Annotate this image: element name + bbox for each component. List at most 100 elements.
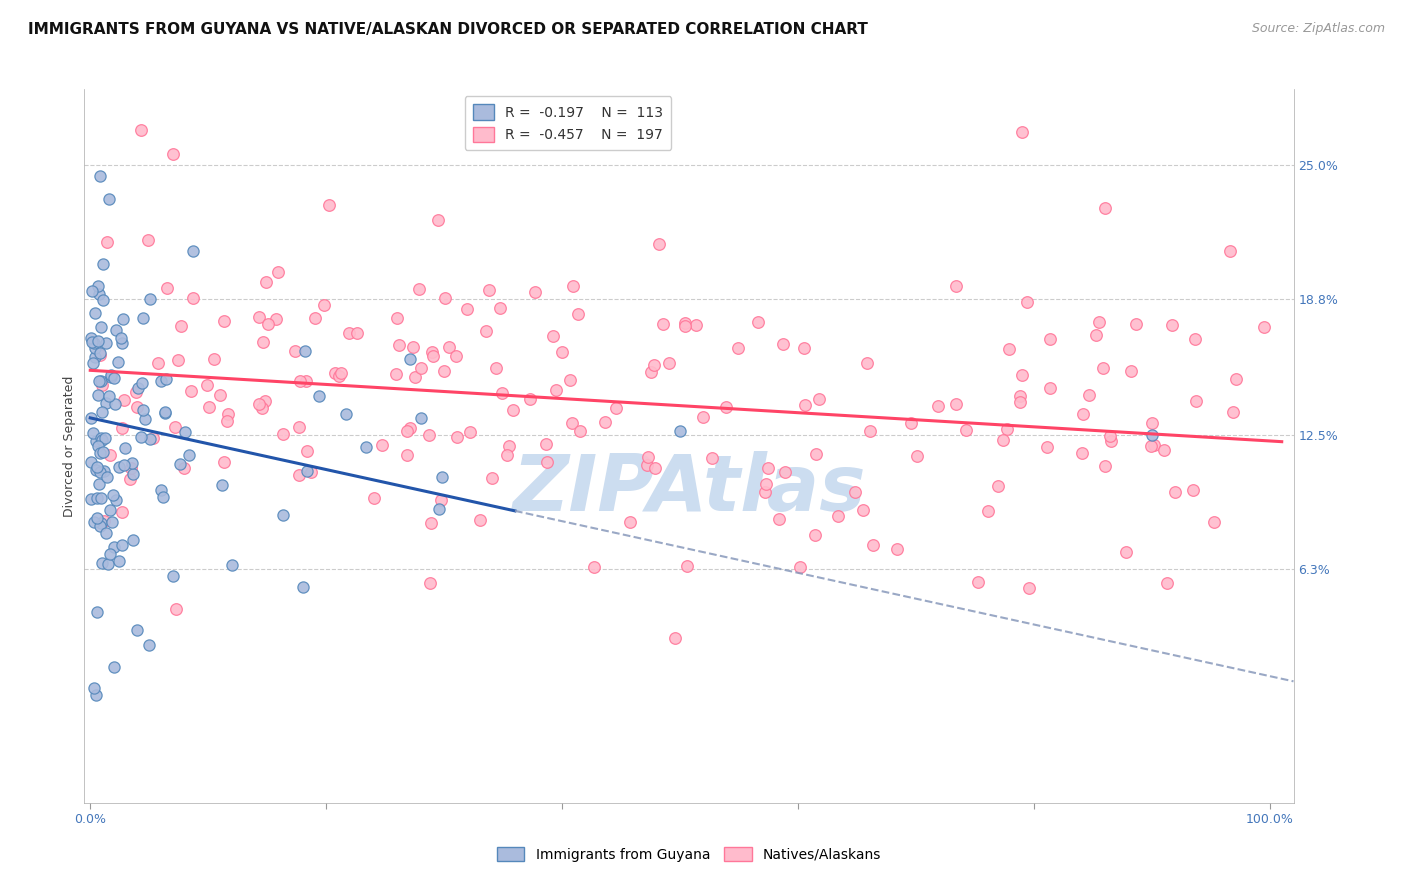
Point [103,370,125,384]
Point [636,458,658,472]
Point [96,396,118,410]
Point [138,638,160,652]
Point [129,430,152,444]
Point [395,425,418,439]
Point [346,326,368,340]
Point [82,426,104,441]
Point [568,425,591,439]
Point [90,431,112,445]
Point [1091,360,1114,375]
Point [541,329,564,343]
Point [111,421,134,435]
Point [291,580,314,594]
Point [966,575,988,590]
Point [93,445,115,459]
Point [104,323,127,337]
Point [264,311,287,326]
Point [583,559,606,574]
Point [793,399,815,413]
Point [180,384,202,399]
Point [446,429,468,443]
Point [523,285,546,300]
Point [422,349,444,363]
Point [173,461,195,475]
Point [89,345,111,359]
Point [371,438,394,452]
Point [98,502,121,516]
Point [162,568,184,582]
Point [1182,483,1205,497]
Point [152,491,174,505]
Point [1143,438,1166,452]
Point [155,372,177,386]
Point [997,343,1019,357]
Point [101,515,124,529]
Point [90,433,112,447]
Point [98,547,121,561]
Point [886,542,908,557]
Point [120,460,142,475]
Point [335,407,357,421]
Point [475,324,498,338]
Point [271,508,294,523]
Point [103,659,125,673]
Point [498,439,520,453]
Point [86,460,108,475]
Point [267,265,290,279]
Point [859,424,882,438]
Point [519,392,541,406]
Point [87,287,110,301]
Point [96,235,118,249]
Point [87,476,110,491]
Point [86,511,108,525]
Point [211,478,233,492]
Point [664,631,686,645]
Point [856,356,879,370]
Point [420,345,443,359]
Point [945,279,967,293]
Point [82,335,104,350]
Point [1039,332,1062,346]
Point [148,356,170,370]
Point [637,450,659,464]
Point [89,465,111,479]
Point [83,335,105,350]
Point [155,406,177,420]
Point [429,492,451,507]
Point [775,466,797,480]
Point [295,374,318,388]
Point [89,169,111,183]
Point [93,257,115,271]
Point [177,448,200,462]
Point [700,451,723,466]
Point [87,334,110,349]
Point [247,310,270,325]
Point [112,392,135,407]
Point [468,513,491,527]
Point [89,347,111,361]
Point [111,336,134,351]
Point [86,491,108,506]
Point [1225,372,1247,386]
Point [105,493,128,508]
Y-axis label: Divorced or Separated: Divorced or Separated [63,376,76,516]
Point [907,450,929,464]
Point [155,405,177,419]
Point [827,508,849,523]
Point [651,317,673,331]
Point [111,312,134,326]
Point [93,514,115,528]
Point [478,283,501,297]
Point [100,369,122,384]
Point [427,502,450,516]
Point [304,310,326,325]
Point [458,425,481,440]
Point [129,123,152,137]
Point [112,458,135,473]
Point [433,364,456,378]
Point [1253,319,1275,334]
Point [399,352,422,367]
Point [83,350,105,364]
Point [354,440,377,454]
Point [257,317,280,331]
